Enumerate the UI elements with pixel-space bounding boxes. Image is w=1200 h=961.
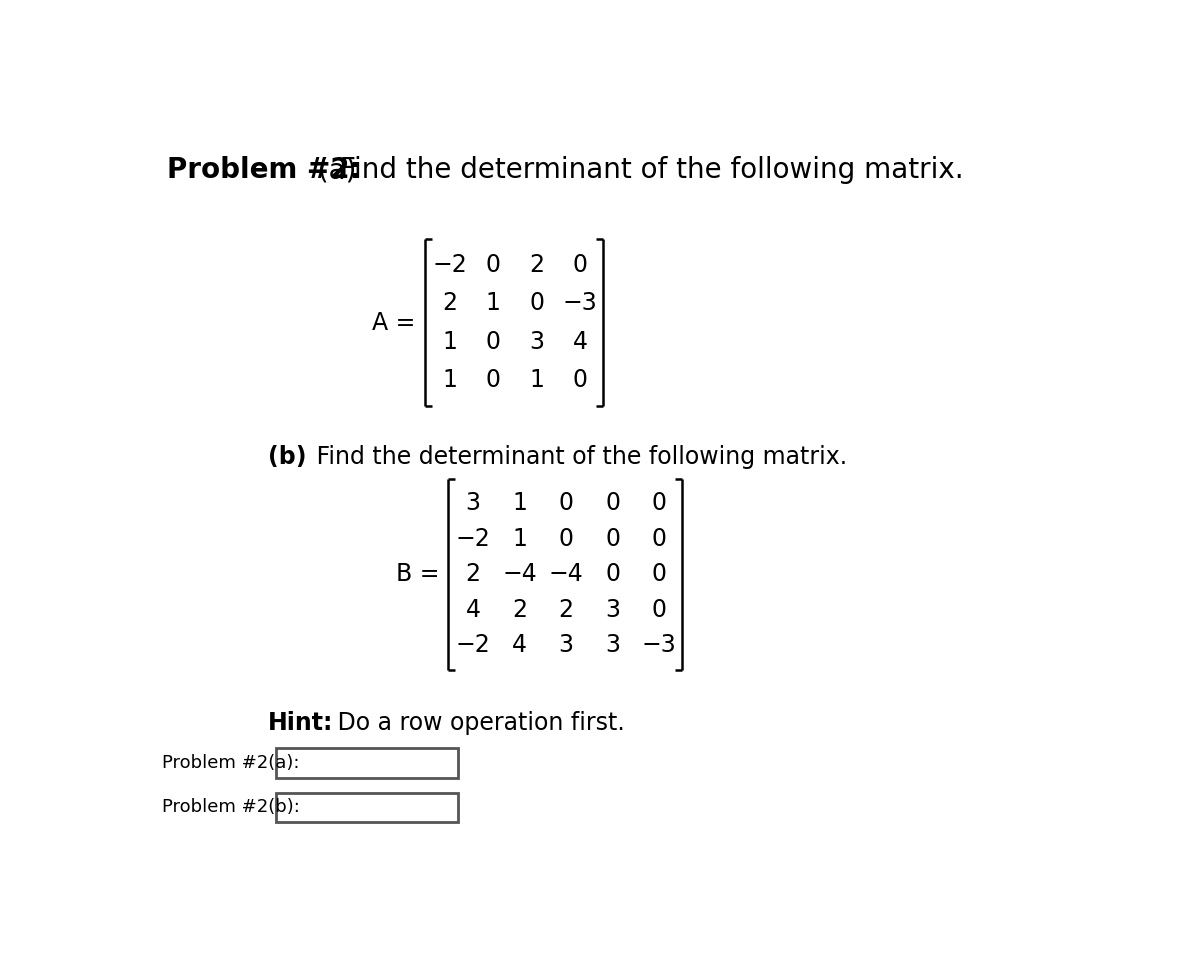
Text: 3: 3 — [605, 633, 620, 657]
Text: 0: 0 — [559, 491, 574, 515]
Text: Find the determinant of the following matrix.: Find the determinant of the following ma… — [308, 445, 847, 469]
Text: 2: 2 — [512, 598, 527, 622]
Text: 0: 0 — [486, 253, 500, 277]
Text: −3: −3 — [563, 291, 598, 315]
Bar — [276, 793, 457, 822]
Text: 3: 3 — [605, 598, 620, 622]
Text: Find the determinant of the following matrix.: Find the determinant of the following ma… — [340, 156, 964, 184]
Text: Problem #2:: Problem #2: — [167, 156, 361, 184]
Text: 2: 2 — [443, 291, 457, 315]
Text: 0: 0 — [559, 527, 574, 551]
Bar — [276, 749, 457, 777]
Text: 1: 1 — [443, 330, 457, 354]
Text: 0: 0 — [486, 330, 500, 354]
Text: 3: 3 — [466, 491, 481, 515]
Text: 1: 1 — [443, 368, 457, 392]
Text: Problem #2(b):: Problem #2(b): — [162, 799, 300, 816]
Text: 1: 1 — [512, 491, 527, 515]
Text: −4: −4 — [548, 562, 583, 586]
Text: 2: 2 — [559, 598, 574, 622]
Text: −3: −3 — [642, 633, 677, 657]
Text: A =: A = — [372, 310, 416, 334]
Text: (a): (a) — [308, 156, 365, 184]
Text: 3: 3 — [529, 330, 545, 354]
Text: B =: B = — [396, 562, 439, 586]
Text: 1: 1 — [486, 291, 500, 315]
Text: Do a row operation first.: Do a row operation first. — [330, 711, 624, 735]
Text: 0: 0 — [605, 491, 620, 515]
Text: 0: 0 — [652, 491, 667, 515]
Text: 1: 1 — [512, 527, 527, 551]
Text: 4: 4 — [512, 633, 527, 657]
Text: 0: 0 — [605, 527, 620, 551]
Text: 1: 1 — [529, 368, 544, 392]
Text: −4: −4 — [503, 562, 538, 586]
Text: 0: 0 — [652, 598, 667, 622]
Text: 0: 0 — [572, 368, 588, 392]
Text: Hint:: Hint: — [268, 711, 334, 735]
Text: −2: −2 — [456, 527, 491, 551]
Text: −2: −2 — [456, 633, 491, 657]
Text: 3: 3 — [559, 633, 574, 657]
Text: 0: 0 — [529, 291, 545, 315]
Text: 0: 0 — [605, 562, 620, 586]
Text: 0: 0 — [486, 368, 500, 392]
Text: 4: 4 — [572, 330, 588, 354]
Text: (b): (b) — [268, 445, 306, 469]
Text: 4: 4 — [466, 598, 481, 622]
Text: −2: −2 — [432, 253, 467, 277]
Text: 0: 0 — [652, 527, 667, 551]
Text: Problem #2(a):: Problem #2(a): — [162, 754, 299, 772]
Text: 2: 2 — [466, 562, 481, 586]
Text: 0: 0 — [572, 253, 588, 277]
Text: 2: 2 — [529, 253, 545, 277]
Text: 0: 0 — [652, 562, 667, 586]
